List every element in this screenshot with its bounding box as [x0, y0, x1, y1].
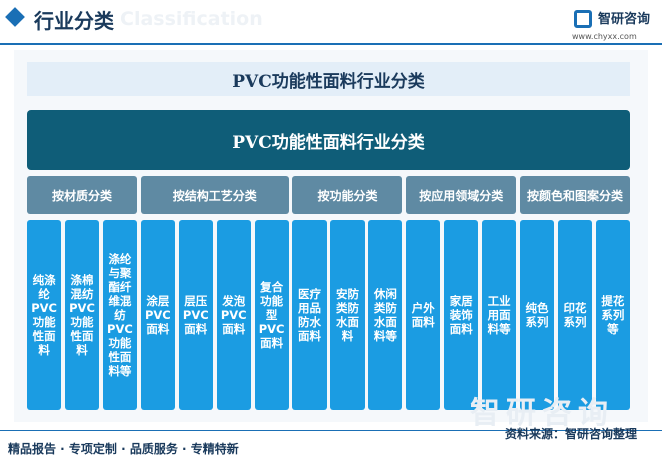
- leaf-node: 印花系列: [557, 220, 593, 410]
- leaf-node: 涤纶与聚酯纤维混纺PVC功能性面料等: [102, 220, 138, 410]
- leaf-node: 安防类防水面料: [330, 220, 365, 410]
- leaf-label: 纯色系列: [525, 301, 549, 329]
- leaf-label: 涂层PVC面料: [144, 294, 171, 336]
- header-rule: [0, 43, 662, 45]
- leaf-node: 层压PVC面料: [178, 220, 213, 410]
- leaf-node: 复合功能型PVC面料: [254, 220, 289, 410]
- leaf-label: 纯涤纶PVC功能性面料: [31, 273, 57, 357]
- leaf-node: 纯涤纶PVC功能性面料: [27, 220, 62, 410]
- panel-title: PVC功能性面料行业分类: [27, 62, 630, 96]
- category-node: 按应用领域分类: [406, 176, 517, 214]
- leaf-label: 家居装饰面料: [449, 294, 473, 336]
- leaf-node: 休闲类防水面料等: [368, 220, 403, 410]
- diamond-icon: [5, 7, 25, 27]
- leaf-node: 医疗用品防水面料: [292, 220, 327, 410]
- watermark: 智研咨询: [470, 396, 614, 431]
- leaf-label: 涤棉混纺PVC功能性面料: [69, 273, 95, 357]
- leaf-node: 纯色系列: [519, 220, 555, 410]
- leaf-label: 工业用面料等: [487, 294, 511, 336]
- leaf-label: 医疗用品防水面料: [298, 287, 322, 343]
- leaf-label: 提花系列等: [601, 294, 625, 336]
- header-title: 行业分类: [34, 9, 114, 33]
- leaf-label: 户外面料: [411, 301, 435, 329]
- leaf-label: 安防类防水面料: [335, 287, 359, 343]
- footer-tagline: 精品报告 · 专项定制 · 品质服务 · 专精特新: [8, 442, 239, 456]
- leaf-label: 复合功能型PVC面料: [258, 280, 285, 350]
- url: www.chyxx.com: [572, 32, 637, 41]
- category-node: 按功能分类: [292, 176, 403, 214]
- logo-icon: [574, 10, 592, 28]
- leaf-node: 工业用面料等: [482, 220, 517, 410]
- leaf-node: 家居装饰面料: [444, 220, 479, 410]
- logo: 智研咨询: [598, 12, 651, 27]
- leaf-node: 涂层PVC面料: [140, 220, 175, 410]
- root-node: PVC功能性面料行业分类: [27, 110, 630, 170]
- leaf-node: 发泡PVC面料: [216, 220, 251, 410]
- header-subtitle: Classification: [120, 8, 263, 30]
- leaf-label: 层压PVC面料: [182, 294, 209, 336]
- leaf-node: 涤棉混纺PVC功能性面料: [64, 220, 100, 410]
- leaf-node: 户外面料: [406, 220, 441, 410]
- leaf-label: 发泡PVC面料: [220, 294, 247, 336]
- leaf-label: 印花系列: [563, 301, 587, 329]
- category-node: 按材质分类: [27, 176, 138, 214]
- footer-source: 资料来源：智研咨询整理: [505, 427, 638, 441]
- leaf-node: 提花系列等: [595, 220, 630, 410]
- leaf-label: 涤纶与聚酯纤维混纺PVC功能性面料等: [107, 252, 133, 378]
- footer-rule: [0, 430, 662, 431]
- category-node: 按颜色和图案分类: [519, 176, 630, 214]
- category-node: 按结构工艺分类: [140, 176, 289, 214]
- leaf-label: 休闲类防水面料等: [373, 287, 397, 343]
